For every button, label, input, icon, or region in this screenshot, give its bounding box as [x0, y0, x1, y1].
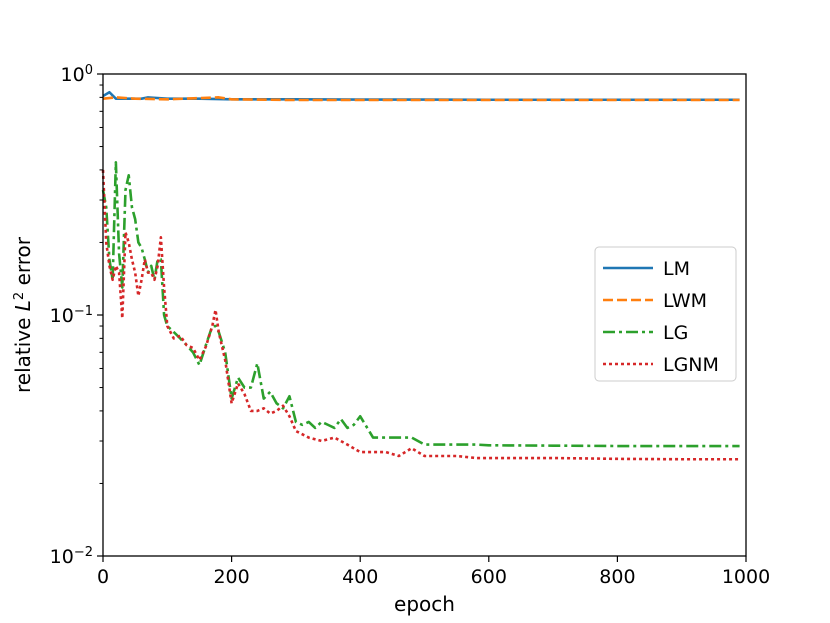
series-line-lgnm [101, 169, 740, 461]
y-axis-label-prefix: relative [11, 311, 35, 393]
series-lines [101, 90, 740, 461]
y-tick-label: 10−2 [50, 545, 93, 569]
y-axis-label: relative L2 error [11, 236, 35, 393]
x-tick-label: 400 [342, 566, 378, 588]
legend-box [594, 246, 737, 382]
x-tick-label: 600 [471, 566, 507, 588]
legend-label-lwm: LWM [663, 290, 707, 312]
y-axis: 100 10−1 10−2 [50, 63, 103, 569]
legend: LM LWM LG LGNM [594, 246, 737, 382]
y-axis-label-suffix: error [11, 236, 35, 292]
y-axis-label-var: L [11, 300, 35, 311]
x-tick-label: 1000 [722, 566, 770, 588]
series-line-lm [102, 90, 740, 102]
x-tick-label: 0 [97, 566, 109, 588]
x-axis: 0 200 400 600 800 1000 [97, 556, 770, 588]
y-axis-label-sup: 2 [12, 292, 27, 300]
y-tick-label: 10−1 [50, 304, 93, 328]
x-axis-label: epoch [394, 592, 455, 616]
y-tick-label: 100 [61, 63, 93, 87]
legend-label-lm: LM [663, 258, 690, 280]
legend-label-lg: LG [663, 322, 688, 344]
legend-label-lgnm: LGNM [663, 354, 719, 376]
series-line-lg [101, 161, 740, 448]
series-line-lwm [102, 96, 740, 102]
x-tick-label: 800 [599, 566, 635, 588]
x-tick-label: 200 [213, 566, 249, 588]
